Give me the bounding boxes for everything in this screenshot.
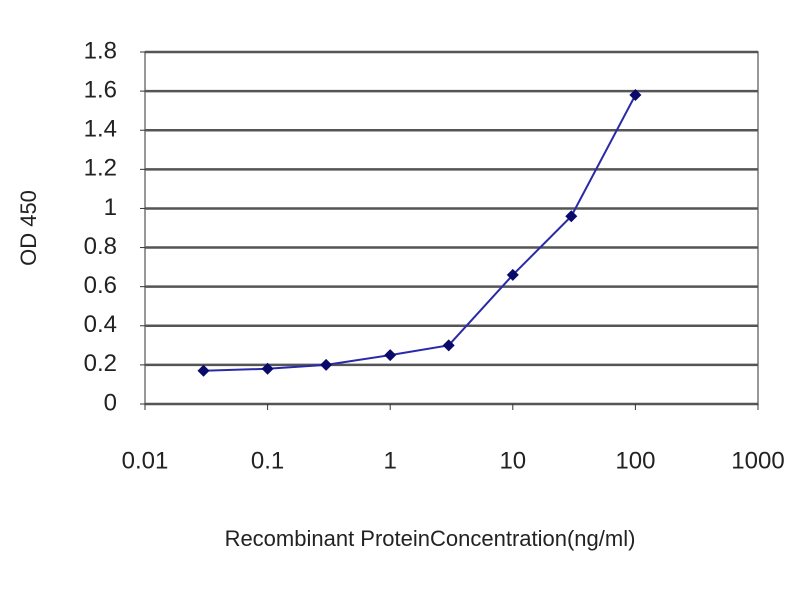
y-tick-label: 1.2 [84, 155, 117, 182]
y-tick-label: 1 [104, 194, 117, 221]
y-tick-label: 1.8 [84, 37, 117, 64]
y-tick-label: 0.8 [84, 233, 117, 260]
y-tick-label: 0.6 [84, 272, 117, 299]
y-axis-title: OD 450 [16, 190, 41, 266]
x-tick-label: 100 [615, 447, 655, 474]
x-tick-label: 1 [384, 447, 397, 474]
y-tick-label: 0 [104, 389, 117, 416]
x-axis-title: Recombinant ProteinConcentration(ng/ml) [225, 526, 636, 551]
marker [506, 268, 519, 281]
marker [197, 364, 210, 377]
marker [384, 349, 397, 362]
line [203, 94, 637, 372]
x-tick-label: 1000 [731, 447, 784, 474]
y-tick-label: 1.4 [84, 116, 117, 143]
plot-area [144, 51, 759, 405]
marker [565, 210, 578, 223]
marker [320, 358, 333, 371]
y-tick-label: 0.4 [84, 311, 117, 338]
marker [442, 339, 455, 352]
x-tick-label: 10 [499, 447, 526, 474]
x-tick-label: 0.01 [122, 447, 169, 474]
marker [629, 89, 642, 102]
marker [261, 362, 274, 375]
y-tick-label: 1.6 [84, 76, 117, 103]
y-tick-label: 0.2 [84, 350, 117, 377]
x-tick-label: 0.1 [251, 447, 284, 474]
